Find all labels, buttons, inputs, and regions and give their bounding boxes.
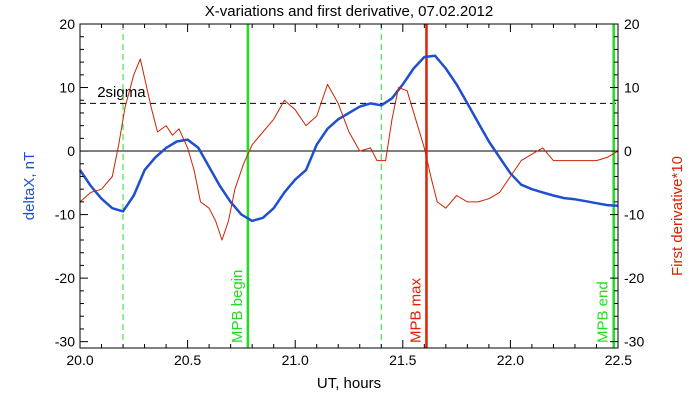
y-tick-label-right: 10 — [624, 80, 640, 96]
y-tick-label-right: -10 — [624, 207, 644, 223]
x-tick-label: 20.5 — [174, 352, 201, 368]
series-line-1 — [79, 58, 619, 241]
hline-label-1: 2sigma — [97, 84, 146, 101]
x-tick-label: 21.0 — [282, 352, 309, 368]
x-tick-label: 22.0 — [497, 352, 524, 368]
y-axis-title-right: First derivative*10 — [669, 156, 686, 276]
vmarker-label-3: MPB max — [407, 277, 424, 343]
y-tick-label-right: -30 — [624, 334, 644, 350]
y-axis-title-left: deltaX, nT — [21, 152, 38, 220]
x-tick-label: 21.5 — [389, 352, 416, 368]
series-line-0 — [78, 54, 619, 223]
x-tick-label: 22.5 — [605, 352, 632, 368]
y-tick-label-left: 20 — [59, 16, 75, 32]
x-tick-label: 20.0 — [66, 352, 93, 368]
plot-frame — [79, 23, 619, 349]
y-tick-label-right: 0 — [624, 143, 632, 159]
y-tick-label-left: 0 — [67, 143, 75, 159]
axes: 20.0 20.5 21.0 21.5 22.0 22.5 20 20 10 10 0 0 -10 -10… — [55, 16, 645, 368]
y-tick-label-left: -20 — [55, 270, 75, 286]
y-tick-label-right: 20 — [624, 16, 640, 32]
y-tick-label-left: 10 — [59, 80, 75, 96]
y-tick-label-right: -20 — [624, 270, 644, 286]
chart-title: X-variations and first derivative, 07.02… — [205, 3, 494, 20]
vmarker-label-1: MPB begin — [229, 270, 246, 343]
vmarker-label-4: MPB end — [595, 281, 612, 343]
x-axis-title: UT, hours — [317, 375, 381, 392]
plot-area: 2sigma MPB begin MPB max MPB end — [78, 24, 619, 348]
y-tick-label-left: -10 — [55, 207, 75, 223]
y-tick-label-left: -30 — [55, 334, 75, 350]
